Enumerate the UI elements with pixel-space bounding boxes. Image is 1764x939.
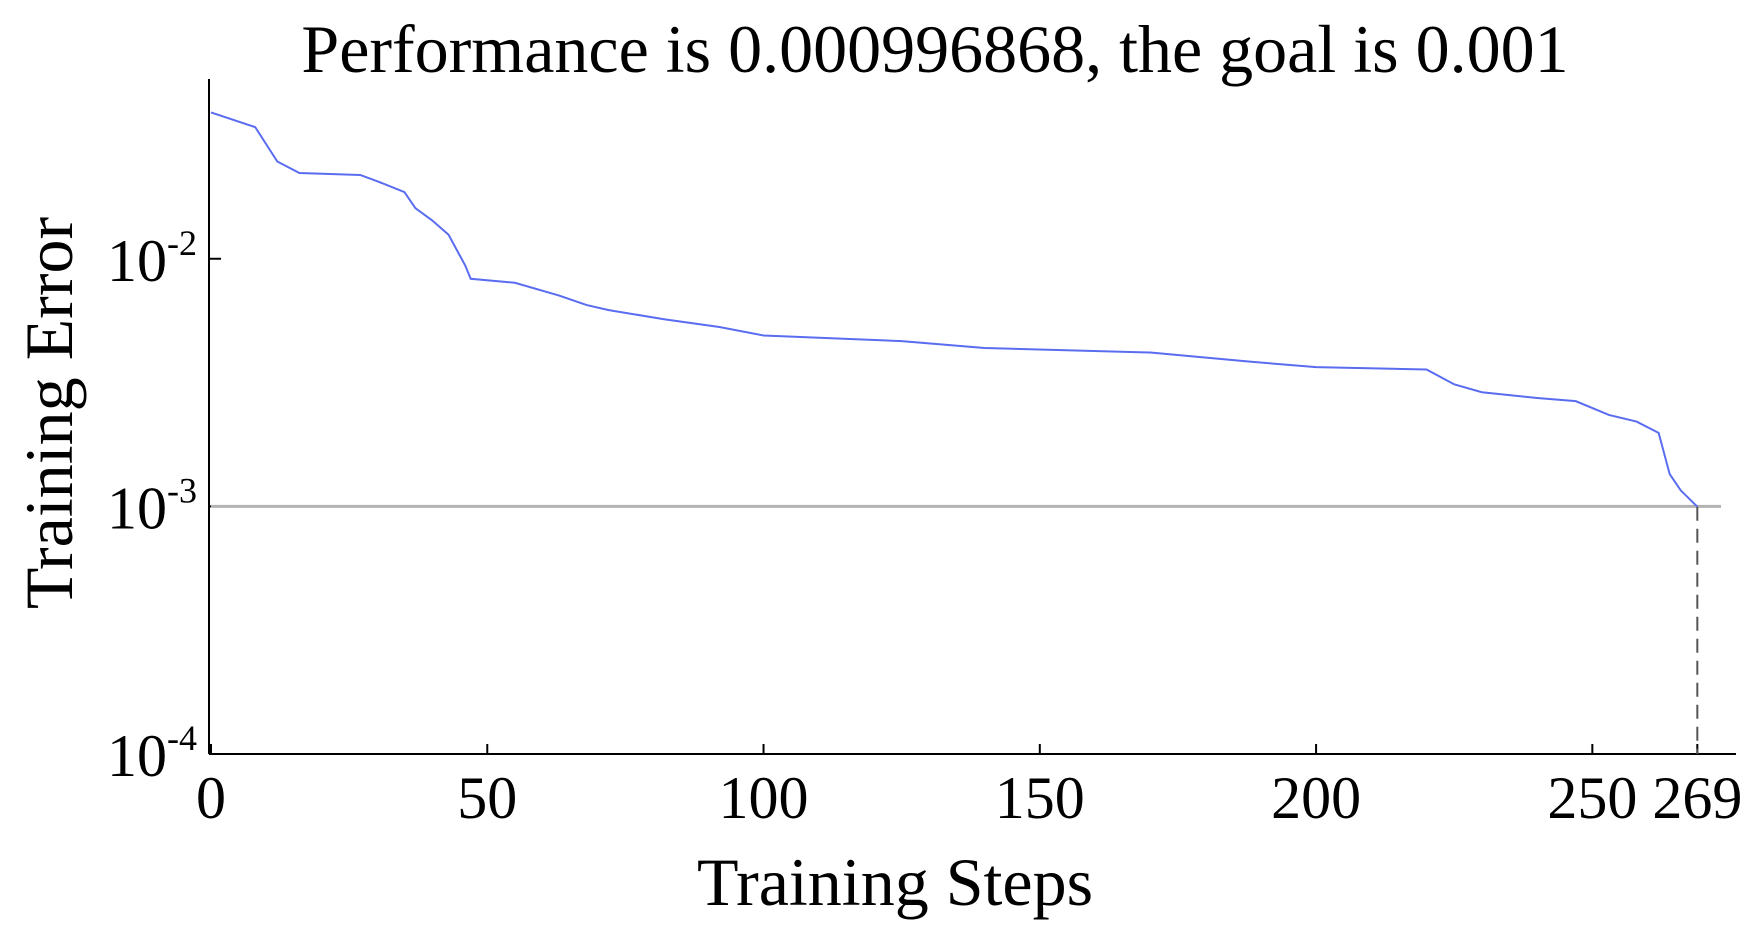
y-tick-label: 10-3 bbox=[107, 470, 197, 541]
x-axis-label: Training Steps bbox=[697, 844, 1093, 920]
x-tick-label: 269 bbox=[1652, 765, 1742, 831]
y-tick-base: 10 bbox=[107, 475, 167, 541]
x-tick-label: 0 bbox=[196, 765, 226, 831]
chart-title: Performance is 0.000996868, the goal is … bbox=[301, 11, 1568, 87]
x-tick-label: 150 bbox=[995, 765, 1085, 831]
y-axis-label: Training Error bbox=[11, 217, 87, 610]
training-curve bbox=[210, 111, 1699, 508]
y-tick-exponent: -3 bbox=[167, 470, 197, 510]
y-tick-base: 10 bbox=[107, 228, 167, 294]
y-tick-base: 10 bbox=[107, 723, 167, 789]
y-tick-label: 10-2 bbox=[107, 223, 197, 294]
x-tick-label: 200 bbox=[1271, 765, 1361, 831]
x-tick-label: 50 bbox=[457, 765, 517, 831]
x-tick-label: 250 bbox=[1547, 765, 1637, 831]
y-tick-exponent: -4 bbox=[167, 718, 197, 758]
x-tick-label: 100 bbox=[719, 765, 809, 831]
y-tick-label: 10-4 bbox=[107, 718, 197, 789]
y-tick-exponent: -2 bbox=[167, 223, 197, 263]
